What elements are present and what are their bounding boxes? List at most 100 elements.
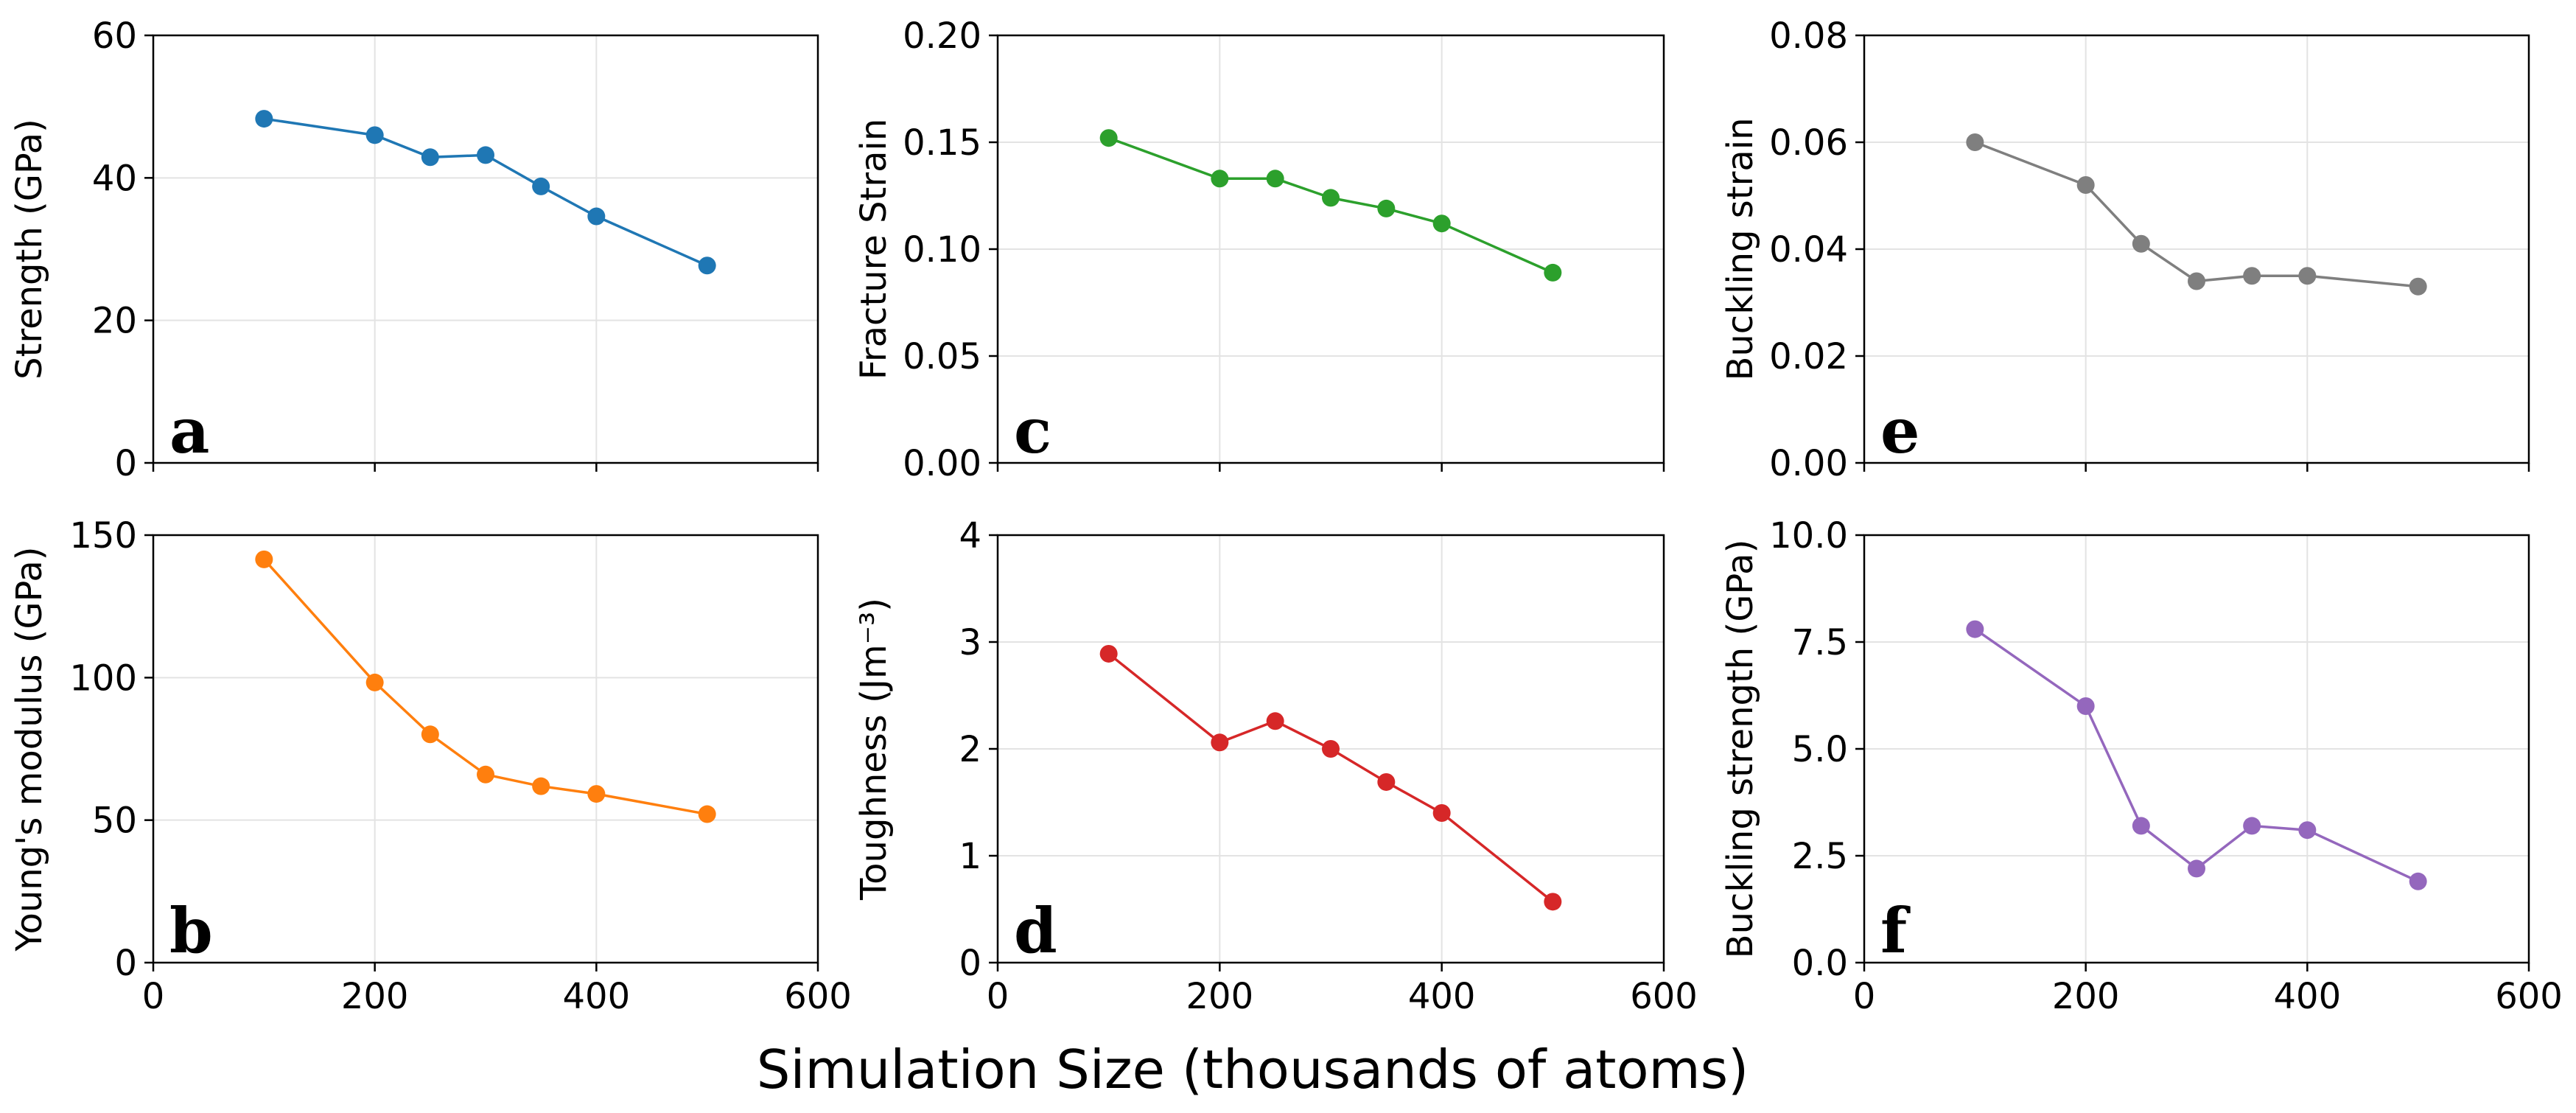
y-axis-label: Buckling strength (GPa) — [1720, 540, 1761, 959]
data-point — [1544, 263, 1562, 282]
panel-letter: f — [1880, 894, 1911, 967]
gridlines — [153, 534, 819, 963]
series-line — [264, 117, 708, 267]
y-tick-label: 0.00 — [903, 443, 981, 484]
x-tick-label: 200 — [341, 976, 409, 1017]
y-tick-label: 3 — [959, 622, 981, 663]
y-tick-label: 10.0 — [1769, 515, 1848, 556]
y-tick-label: 0.08 — [1769, 15, 1848, 57]
data-point — [698, 257, 716, 275]
y-tick-label: 0.00 — [1769, 443, 1848, 484]
x-tick-label: 200 — [2052, 976, 2120, 1017]
y-tick-label: 7.5 — [1792, 622, 1848, 663]
x-tick-label: 0 — [1853, 976, 1876, 1017]
y-tick-label: 0.20 — [903, 15, 981, 57]
panel-letter: c — [1014, 394, 1051, 467]
data-point — [1544, 893, 1562, 911]
chart-panel-b: 0 200 400 600 0 50 100 150 Young's modulus (GPa)… — [9, 515, 852, 1017]
y-tick-label: 0.15 — [903, 122, 981, 164]
data-point — [2409, 277, 2427, 296]
chart-panel-d: 0 200 400 600 0 1 2 3 4 Toughness (Jm⁻³) d — [853, 515, 1698, 1017]
y-tick-label: 0.02 — [1769, 336, 1848, 377]
series-line — [1974, 141, 2418, 288]
data-point — [532, 177, 550, 195]
x-tick-label: 400 — [563, 976, 631, 1017]
y-tick-label: 1 — [959, 836, 981, 877]
panel-letter: b — [169, 894, 213, 967]
x-tick-label: 400 — [1408, 976, 1476, 1017]
y-tick-label: 60 — [92, 15, 137, 57]
data-point — [1322, 189, 1340, 207]
data-point — [1432, 804, 1451, 822]
gridlines — [1863, 35, 2530, 464]
plot-frame — [152, 534, 819, 964]
y-tick-label: 0.10 — [903, 229, 981, 271]
y-axis-label: Toughness (Jm⁻³) — [853, 598, 895, 901]
y-tick-label: 50 — [92, 800, 137, 842]
x-tick-label: 600 — [2495, 976, 2563, 1017]
y-tick-label: 0.04 — [1769, 229, 1848, 271]
y-tick-label: 0.0 — [1792, 943, 1848, 984]
data-point — [1211, 170, 1229, 188]
y-tick-label: 150 — [69, 515, 137, 556]
data-point — [2188, 859, 2205, 878]
y-tick-label: 100 — [69, 657, 137, 699]
y-axis-label: Young's modulus (GPa) — [9, 547, 50, 952]
y-tick-label: 0.05 — [903, 336, 981, 377]
data-point — [2298, 821, 2317, 840]
data-point — [2243, 267, 2261, 285]
x-tick-label: 600 — [784, 976, 852, 1017]
data-point — [587, 207, 606, 226]
panel-letter: d — [1014, 894, 1057, 967]
data-point — [2188, 272, 2205, 290]
data-point — [1377, 199, 1396, 217]
data-point — [1099, 129, 1118, 147]
data-point — [365, 126, 384, 144]
y-tick-label: 5.0 — [1792, 729, 1848, 770]
data-point — [477, 765, 494, 784]
y-axis-label: Buckling strain — [1720, 117, 1761, 380]
series-line — [1107, 652, 1554, 903]
data-point — [1099, 644, 1118, 663]
data-point — [1966, 133, 1984, 151]
data-point — [477, 146, 494, 164]
data-point — [255, 550, 273, 568]
y-tick-label: 0 — [114, 943, 137, 984]
series-line — [1974, 628, 2419, 883]
gridlines — [153, 35, 819, 464]
x-tick-label: 0 — [142, 976, 165, 1017]
data-point — [1322, 740, 1340, 758]
chart-panel-a: 0 20 40 60 Strength (GPa) a — [9, 15, 819, 484]
data-point — [1432, 214, 1451, 233]
data-point — [1966, 620, 1984, 638]
chart-panel-e: 0.00 0.02 0.04 0.06 0.08 Buckling strain e — [1720, 15, 2530, 484]
data-point — [1211, 733, 1229, 752]
data-point — [2243, 817, 2261, 835]
data-point — [421, 725, 439, 744]
x-tick-label: 0 — [987, 976, 1009, 1017]
y-axis-label: Strength (GPa) — [9, 119, 50, 380]
data-point — [532, 777, 550, 795]
x-tick-label: 400 — [2274, 976, 2342, 1017]
y-axis-label: Fracture Strain — [853, 119, 895, 380]
panel-letter: e — [1880, 394, 1919, 467]
data-point — [2409, 872, 2427, 890]
data-point — [255, 110, 273, 128]
data-point — [698, 805, 716, 823]
data-point — [365, 673, 384, 691]
y-tick-label: 0.06 — [1769, 122, 1848, 164]
data-point — [2132, 817, 2150, 835]
y-tick-label: 2 — [959, 729, 981, 770]
data-point — [1377, 772, 1396, 791]
chart-panel-c: 0.00 0.05 0.10 0.15 0.20 Fracture Strain c — [853, 15, 1665, 484]
y-tick-label: 2.5 — [1792, 836, 1848, 877]
data-point — [2132, 234, 2150, 253]
data-point — [587, 785, 606, 803]
gridlines — [997, 35, 1665, 464]
gridlines — [1863, 534, 2530, 963]
y-tick-label: 20 — [92, 301, 137, 342]
x-tick-label: 600 — [1630, 976, 1698, 1017]
